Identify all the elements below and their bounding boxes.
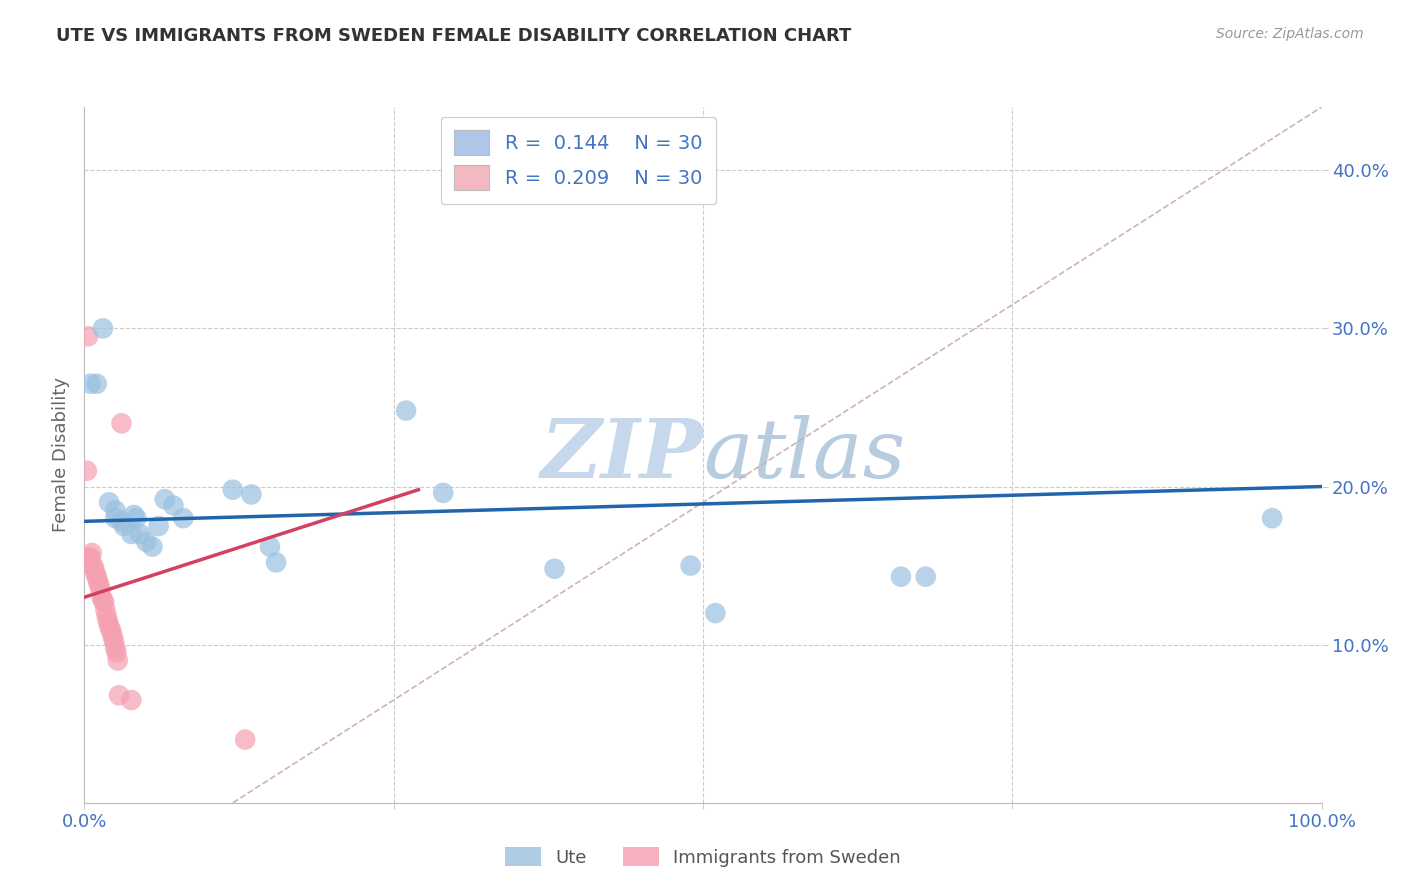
Point: [96, 609, 118, 624]
Point: [395, 403, 418, 417]
Point: [101, 630, 124, 644]
Point: [98, 618, 121, 632]
Point: [162, 499, 184, 513]
Point: [125, 511, 148, 525]
Point: [120, 693, 142, 707]
Point: [110, 514, 132, 528]
Point: [107, 653, 129, 667]
Point: [87, 574, 110, 589]
Point: [86, 376, 108, 391]
Point: [104, 511, 127, 525]
Point: [259, 540, 281, 554]
Point: [97, 614, 120, 628]
Point: [98, 495, 121, 509]
Point: [233, 732, 256, 747]
Text: ZIP: ZIP: [540, 415, 703, 495]
Point: [93, 595, 115, 609]
Point: [103, 634, 125, 648]
Point: [108, 688, 131, 702]
Point: [222, 483, 245, 497]
Point: [79, 550, 101, 565]
Point: [94, 603, 117, 617]
Point: [89, 577, 111, 591]
Point: [1261, 511, 1284, 525]
Point: [679, 558, 702, 573]
Point: [84, 566, 107, 581]
Point: [148, 519, 170, 533]
Point: [172, 511, 194, 525]
Point: [914, 570, 936, 584]
Point: [105, 646, 128, 660]
Text: UTE VS IMMIGRANTS FROM SWEDEN FEMALE DISABILITY CORRELATION CHART: UTE VS IMMIGRANTS FROM SWEDEN FEMALE DIS…: [56, 27, 852, 45]
Point: [89, 582, 111, 597]
Point: [83, 562, 105, 576]
Point: [91, 321, 114, 335]
Point: [90, 591, 112, 605]
Point: [432, 486, 454, 500]
Point: [240, 487, 263, 501]
Point: [98, 622, 121, 636]
Point: [91, 593, 114, 607]
Point: [86, 570, 108, 584]
Point: [120, 527, 142, 541]
Point: [135, 534, 157, 549]
Point: [153, 492, 176, 507]
Text: atlas: atlas: [703, 415, 905, 495]
Point: [79, 376, 101, 391]
Point: [79, 550, 101, 565]
Point: [76, 464, 98, 478]
Point: [141, 540, 163, 554]
Legend: Ute, Immigrants from Sweden: Ute, Immigrants from Sweden: [498, 840, 908, 874]
Point: [122, 508, 145, 522]
Point: [100, 625, 122, 640]
Point: [110, 417, 132, 431]
Text: Source: ZipAtlas.com: Source: ZipAtlas.com: [1216, 27, 1364, 41]
Point: [104, 640, 127, 655]
Point: [264, 556, 287, 570]
Point: [80, 546, 103, 560]
Point: [112, 519, 135, 533]
Point: [77, 329, 100, 343]
Point: [82, 558, 104, 573]
Point: [890, 570, 912, 584]
Point: [543, 562, 565, 576]
Point: [704, 606, 727, 620]
Y-axis label: Female Disability: Female Disability: [52, 377, 70, 533]
Point: [129, 527, 152, 541]
Legend: R =  0.144    N = 30, R =  0.209    N = 30: R = 0.144 N = 30, R = 0.209 N = 30: [440, 117, 716, 203]
Point: [104, 503, 127, 517]
